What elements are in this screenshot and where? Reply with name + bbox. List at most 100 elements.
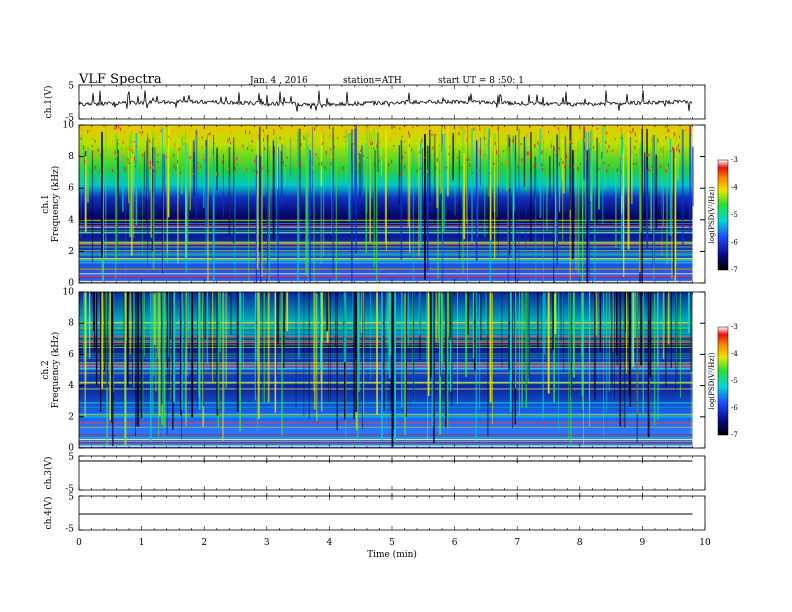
spectrogram-1-streak <box>146 141 147 225</box>
spectrogram-2-streak <box>110 292 113 423</box>
spectrogram-1-streak <box>506 146 508 192</box>
spectrogram-1-speckle <box>394 127 396 129</box>
spectrogram-1-speckle <box>131 131 133 136</box>
spectrogram-1-speckle <box>330 148 332 151</box>
spectrogram-2-band <box>79 341 693 343</box>
spectrogram-1-streak <box>222 154 224 218</box>
spectrogram-1-speckle <box>464 129 466 133</box>
spectrogram-1-speckle <box>173 143 175 147</box>
spectrogram-2-streak <box>594 292 596 401</box>
spectrogram-1-speckle <box>422 155 424 158</box>
spectrogram-2-streak <box>345 292 347 439</box>
spectrogram-1-streak <box>374 150 376 237</box>
spectrogram-1-streak <box>514 135 517 283</box>
spectrogram-1-speckle <box>192 170 194 174</box>
colorbar-tick-label: -4 <box>731 184 738 192</box>
spectrogram-2-streak <box>449 292 452 392</box>
spectrogram-2-streak <box>173 292 175 403</box>
spectrogram-1-speckle <box>379 167 381 169</box>
spectrogram-1-speckle <box>189 155 191 159</box>
spectrogram-1-streak <box>384 128 387 244</box>
spectrogram-1-speckle <box>671 146 673 151</box>
spectrogram-1-speckle <box>371 141 373 145</box>
spectrogram-2-streak <box>123 292 125 346</box>
spectrogram-1-speckle <box>630 156 632 159</box>
spectrogram-1-streak <box>631 154 633 204</box>
spectrogram-1-speckle <box>228 136 230 141</box>
spectrogram-1-speckle <box>579 163 581 165</box>
ytick-label: -5 <box>65 525 74 535</box>
spectrogram-1-speckle <box>131 139 133 143</box>
spectrogram-2-streak <box>326 292 329 332</box>
spectrogram-2-band <box>79 437 693 439</box>
spectrogram-1-speckle <box>668 164 669 167</box>
spectrogram-2-streak <box>170 292 172 399</box>
spectrogram-1-band <box>79 258 693 260</box>
spectrogram-1-speckle <box>314 127 316 131</box>
spectrogram-1-speckle <box>343 136 345 138</box>
spectrogram-2-streak <box>262 292 263 386</box>
spectrogram-1-speckle <box>419 167 421 170</box>
spectrogram-1-speckle <box>176 170 178 173</box>
spectrogram-1-speckle <box>373 163 375 165</box>
spectrogram-1-streak <box>117 149 119 216</box>
spectrogram-1-speckle <box>94 165 96 170</box>
spectrogram-1-speckle <box>473 127 475 131</box>
spectrogram-1-speckle <box>550 144 552 148</box>
spectrogram-2-streak <box>314 292 316 410</box>
spectrogram-1-streak <box>351 129 353 283</box>
spectrogram-2-streak <box>168 292 170 357</box>
spectrogram-1-speckle <box>124 131 126 135</box>
spectrogram-1-speckle <box>426 169 428 174</box>
spectrogram-2-streak <box>152 292 154 414</box>
spectrogram-2-streak <box>295 292 297 408</box>
spectrogram-2-streak <box>675 292 676 390</box>
spectrogram-1-band <box>79 261 693 263</box>
spectrogram-1-speckle <box>254 159 256 163</box>
spectrogram-2-streak <box>568 292 570 374</box>
spectrogram-1-speckle <box>446 166 448 169</box>
spectrogram-1-speckle <box>97 149 99 152</box>
spectrogram-1-speckle <box>598 168 600 171</box>
spectrogram-2-streak <box>675 292 677 368</box>
spectrogram-1-speckle <box>665 136 667 139</box>
spectrogram-1-speckle <box>95 165 97 167</box>
spectrogram-2-streak <box>256 292 257 395</box>
spectrogram-2-streak <box>667 292 670 345</box>
spectrogram-2-streak <box>181 292 183 411</box>
spectrogram-1-streak <box>477 154 479 237</box>
spectrogram-1-streak <box>489 137 492 241</box>
spectrogram-1-speckle <box>237 163 238 166</box>
spectrogram-1-speckle <box>246 162 248 166</box>
spectrogram-1-speckle <box>600 161 602 165</box>
spectrogram-1-streak <box>80 136 82 238</box>
spectrogram-1-speckle <box>308 133 310 136</box>
spectrogram-1-speckle <box>600 141 601 143</box>
spectrogram-1-streak <box>488 139 489 238</box>
spectrogram-1-streak <box>454 128 456 216</box>
spectrogram-1-streak <box>366 131 368 213</box>
ytick-label: 6 <box>68 184 74 194</box>
spectrogram-1-speckle <box>459 125 461 129</box>
spectrogram-2-streak <box>124 292 127 445</box>
spectrogram-1-speckle <box>448 152 450 156</box>
station-label: station=ATH <box>343 76 402 86</box>
spectrogram-1-streak <box>361 145 363 194</box>
spectrogram-1-speckle <box>651 165 653 168</box>
spectrogram-2-streak <box>381 292 383 440</box>
spectrogram-1-streak <box>653 147 655 279</box>
spectrogram-1-speckle <box>310 160 312 163</box>
spectrogram-1-speckle <box>403 141 405 143</box>
spectrogram-1-streak <box>440 152 443 194</box>
spectrogram-1-speckle <box>479 149 481 154</box>
spectrogram-1-speckle <box>496 150 497 155</box>
spectrogram-1-speckle <box>660 148 662 151</box>
spectrogram-1-streak <box>152 131 155 270</box>
spectrogram-2-streak <box>236 292 239 412</box>
spectrogram-1-speckle <box>643 141 645 143</box>
spectrogram-2-streak <box>129 292 131 355</box>
spectrogram-1-streak <box>373 128 375 267</box>
spectrogram-1-speckle <box>596 127 598 130</box>
spectrogram-2-streak <box>523 292 525 332</box>
